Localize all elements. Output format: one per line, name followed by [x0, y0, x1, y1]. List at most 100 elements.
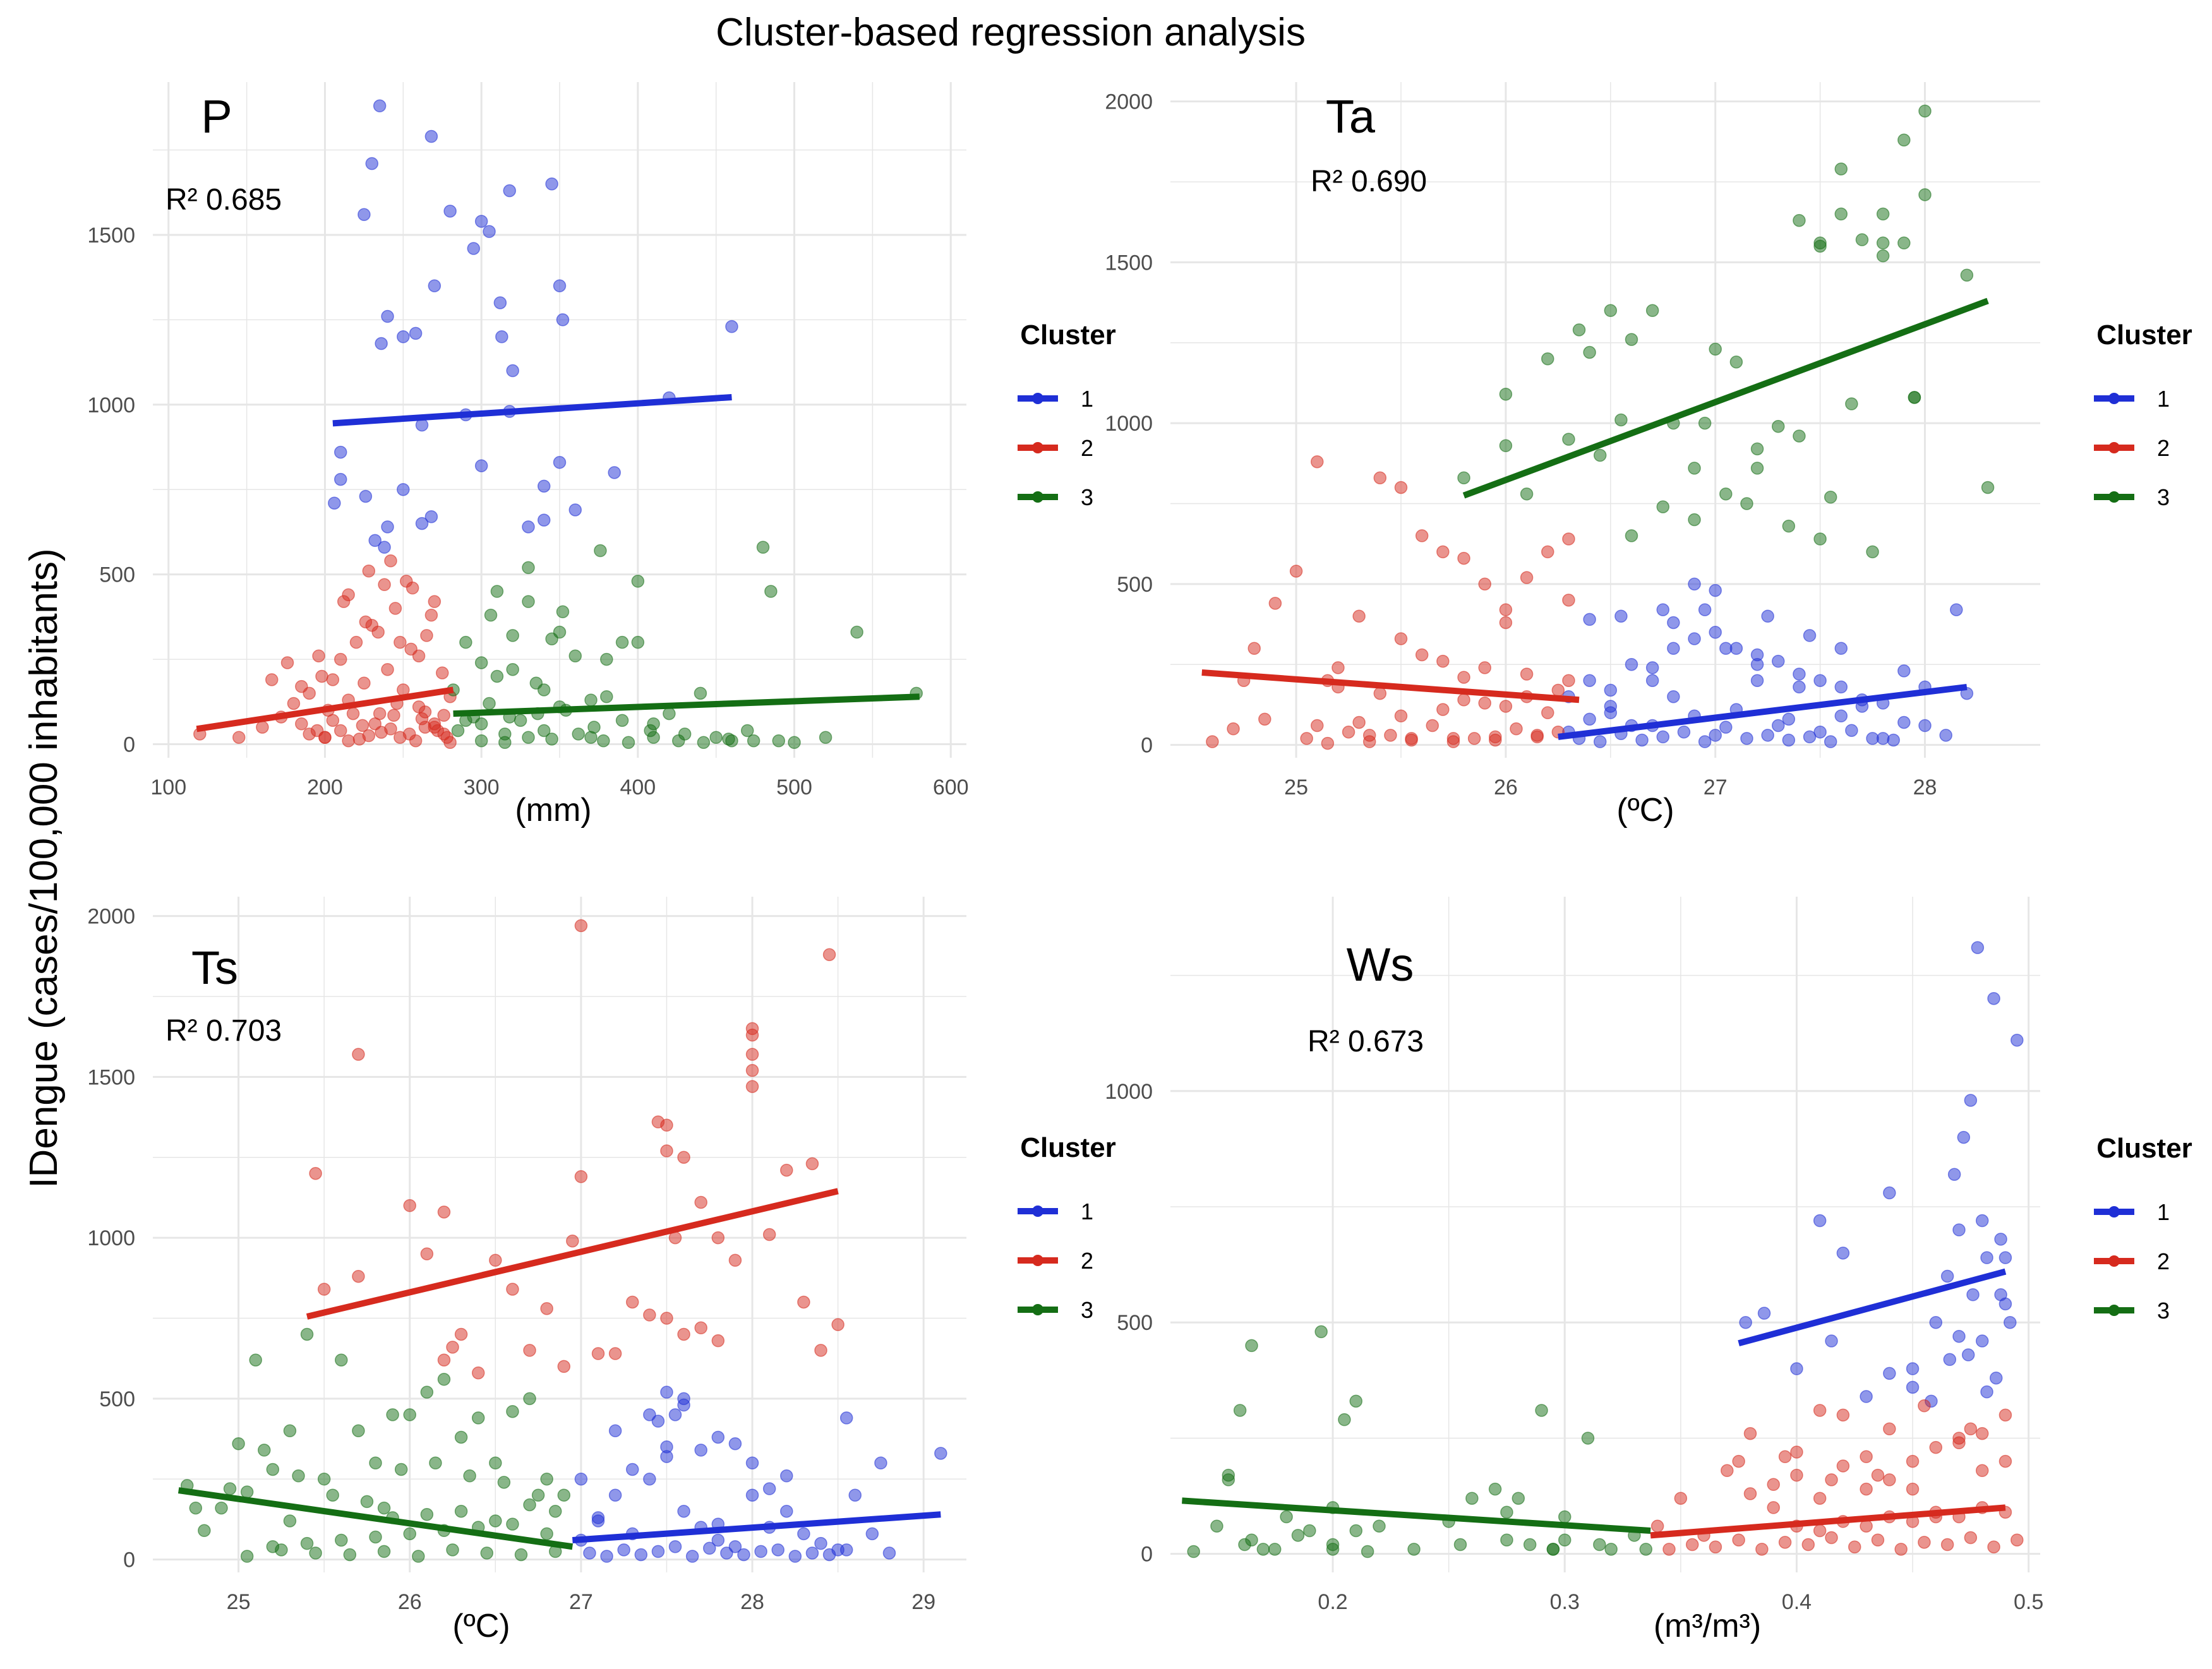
- data-point: [315, 669, 328, 683]
- data-point: [1964, 1531, 1978, 1545]
- data-point: [1407, 1543, 1421, 1556]
- data-point: [1520, 667, 1534, 681]
- legend-key-point: [1032, 1255, 1043, 1266]
- data-point: [356, 719, 370, 733]
- y-tick-label: 1000: [87, 393, 135, 417]
- data-point: [625, 1295, 639, 1309]
- data-point: [1813, 674, 1827, 687]
- legend-title: Cluster: [1020, 1132, 1116, 1163]
- data-point: [1767, 1501, 1780, 1514]
- data-point: [1593, 735, 1607, 748]
- data-point: [1866, 732, 1879, 745]
- data-point: [424, 608, 438, 622]
- data-point: [1987, 1540, 2000, 1553]
- data-point: [249, 1353, 262, 1367]
- data-point: [2011, 1033, 2024, 1047]
- data-point: [805, 1546, 819, 1560]
- data-point: [1457, 671, 1470, 684]
- data-point: [1639, 1543, 1653, 1556]
- x-tick-label: 600: [933, 775, 969, 799]
- data-point: [1975, 1464, 1989, 1478]
- data-point: [1500, 1505, 1513, 1519]
- panel-ws: 0.2 0.3 0.4 0.5 0 500 1000 Ws R² 0.673 (m³/m³) Clu…: [1105, 897, 2192, 1644]
- data-point: [1436, 654, 1450, 668]
- x-axis-label: (ºC): [452, 1608, 510, 1644]
- data-point: [537, 479, 551, 493]
- data-point: [1952, 1223, 1966, 1236]
- data-point: [1233, 1404, 1247, 1417]
- data-point: [1247, 642, 1261, 655]
- data-point: [1510, 722, 1523, 736]
- data-point: [1488, 1482, 1502, 1496]
- regression-line-cluster-3: [177, 1487, 574, 1550]
- data-point: [1855, 233, 1869, 246]
- data-point: [1373, 471, 1387, 484]
- data-point: [572, 727, 585, 741]
- legend-key-point: [2108, 442, 2120, 453]
- data-point: [797, 1295, 810, 1309]
- data-point: [1362, 735, 1376, 748]
- data-point: [1743, 1487, 1757, 1500]
- data-point: [1562, 674, 1575, 687]
- data-point: [1980, 1251, 1993, 1264]
- legend-label: 1: [1081, 1199, 1093, 1224]
- data-point: [754, 1545, 767, 1558]
- data-point: [694, 1444, 707, 1457]
- data-point: [1373, 1519, 1386, 1533]
- data-point: [1761, 729, 1774, 742]
- data-point: [1732, 1454, 1745, 1468]
- data-point: [506, 629, 519, 642]
- data-point: [574, 919, 588, 933]
- data-point: [1709, 729, 1722, 742]
- data-point: [1975, 1334, 1989, 1348]
- data-point: [1656, 500, 1669, 513]
- x-tick-label: 25: [227, 1590, 251, 1614]
- data-point: [312, 649, 325, 662]
- x-tick-label: 400: [620, 775, 656, 799]
- data-point: [1541, 545, 1554, 559]
- data-point: [1876, 249, 1890, 263]
- data-point: [409, 734, 423, 748]
- data-point: [1614, 609, 1628, 623]
- y-tick-label: 2000: [1105, 90, 1153, 114]
- data-point: [1952, 1329, 1966, 1343]
- data-point: [651, 1415, 665, 1428]
- data-point: [1836, 1408, 1850, 1422]
- data-point: [403, 1408, 416, 1421]
- data-point: [1685, 1538, 1699, 1552]
- data-point: [1593, 448, 1607, 462]
- data-point: [537, 513, 551, 527]
- data-point: [437, 1205, 451, 1219]
- data-point: [1489, 730, 1502, 744]
- regression-line-cluster-1: [1558, 683, 1968, 740]
- data-point: [1667, 642, 1680, 655]
- data-point: [386, 1408, 399, 1421]
- data-point: [388, 602, 402, 615]
- data-point: [1499, 387, 1513, 401]
- data-point: [711, 1334, 725, 1348]
- data-point: [1906, 1380, 1920, 1394]
- data-point: [358, 208, 371, 221]
- data-point: [1546, 1543, 1560, 1556]
- data-point: [232, 731, 246, 744]
- series-cluster-2: [1206, 455, 1575, 750]
- data-point: [1964, 1422, 1978, 1436]
- data-point: [728, 1540, 742, 1553]
- data-point: [1943, 1353, 1957, 1367]
- data-point: [506, 1404, 519, 1418]
- data-point: [1813, 1524, 1827, 1538]
- data-point: [1384, 729, 1397, 742]
- data-point: [474, 734, 488, 748]
- data-point: [429, 1456, 442, 1470]
- data-point: [381, 662, 394, 676]
- legend-key-point: [2108, 491, 2120, 503]
- panel-ta: 25 26 27 28 0 500 1000 1500 2000 Ta R² 0.690 (ºC) Cl…: [1105, 82, 2192, 829]
- data-point: [1361, 1545, 1374, 1558]
- r2-label: R² 0.690: [1311, 165, 1427, 198]
- data-point: [1793, 429, 1806, 443]
- data-point: [772, 734, 786, 748]
- data-point: [1499, 603, 1513, 616]
- data-point: [697, 736, 711, 750]
- data-point: [1709, 626, 1722, 639]
- data-point: [378, 578, 391, 592]
